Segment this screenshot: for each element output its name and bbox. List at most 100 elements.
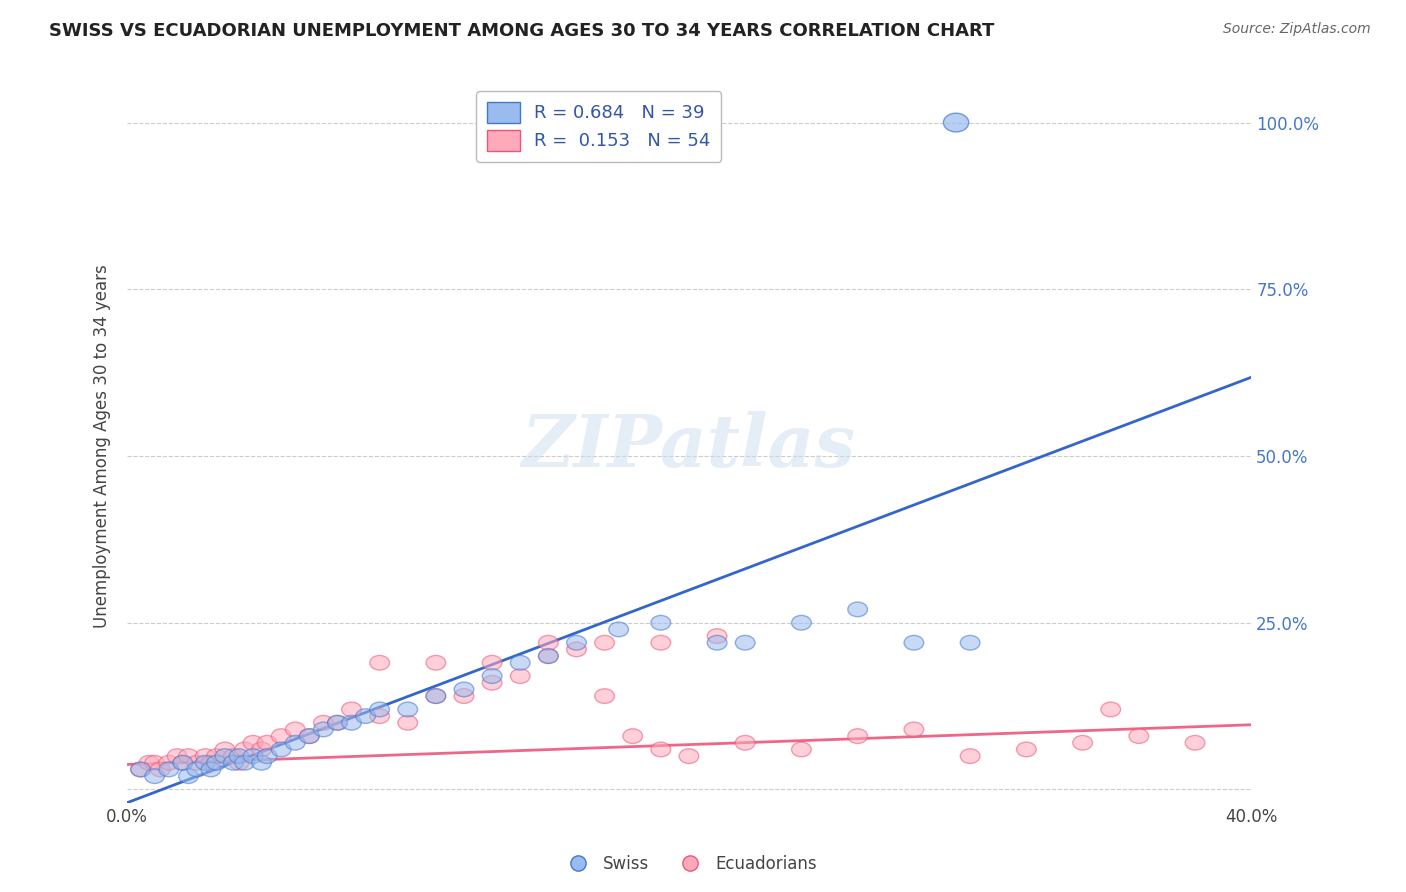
Text: SWISS VS ECUADORIAN UNEMPLOYMENT AMONG AGES 30 TO 34 YEARS CORRELATION CHART: SWISS VS ECUADORIAN UNEMPLOYMENT AMONG A… [49,22,994,40]
Ellipse shape [257,735,277,750]
Ellipse shape [145,756,165,770]
Ellipse shape [679,748,699,764]
Ellipse shape [538,635,558,650]
Ellipse shape [454,682,474,697]
Ellipse shape [370,709,389,723]
Ellipse shape [370,656,389,670]
Ellipse shape [342,715,361,731]
Ellipse shape [224,748,243,764]
Ellipse shape [707,629,727,643]
Ellipse shape [314,723,333,737]
Ellipse shape [195,756,215,770]
Ellipse shape [426,689,446,704]
Ellipse shape [370,702,389,717]
Ellipse shape [538,648,558,664]
Ellipse shape [235,756,254,770]
Ellipse shape [187,762,207,777]
Ellipse shape [179,748,198,764]
Ellipse shape [1017,742,1036,756]
Ellipse shape [356,709,375,723]
Ellipse shape [167,748,187,764]
Ellipse shape [482,669,502,683]
Ellipse shape [150,762,170,777]
Ellipse shape [426,656,446,670]
Ellipse shape [1101,702,1121,717]
Ellipse shape [510,656,530,670]
Ellipse shape [735,735,755,750]
Ellipse shape [848,729,868,743]
Ellipse shape [159,756,179,770]
Ellipse shape [960,748,980,764]
Ellipse shape [792,742,811,756]
Ellipse shape [1185,735,1205,750]
Legend: R = 0.684   N = 39, R =  0.153   N = 54: R = 0.684 N = 39, R = 0.153 N = 54 [477,91,721,161]
Ellipse shape [159,762,179,777]
Ellipse shape [960,635,980,650]
Ellipse shape [195,748,215,764]
Ellipse shape [1073,735,1092,750]
Ellipse shape [398,715,418,731]
Ellipse shape [595,689,614,704]
Ellipse shape [224,756,243,770]
Ellipse shape [1129,729,1149,743]
Ellipse shape [243,748,263,764]
Text: ZIPatlas: ZIPatlas [522,410,856,482]
Ellipse shape [243,735,263,750]
Y-axis label: Unemployment Among Ages 30 to 34 years: Unemployment Among Ages 30 to 34 years [93,264,111,628]
Ellipse shape [567,642,586,657]
Ellipse shape [187,756,207,770]
Ellipse shape [342,702,361,717]
Legend: Swiss, Ecuadorians: Swiss, Ecuadorians [554,848,824,880]
Ellipse shape [623,729,643,743]
Ellipse shape [707,635,727,650]
Ellipse shape [201,756,221,770]
Ellipse shape [538,648,558,664]
Ellipse shape [482,675,502,690]
Ellipse shape [207,748,226,764]
Ellipse shape [173,756,193,770]
Ellipse shape [145,769,165,783]
Ellipse shape [328,715,347,731]
Ellipse shape [131,762,150,777]
Ellipse shape [328,715,347,731]
Ellipse shape [271,742,291,756]
Ellipse shape [235,742,254,756]
Ellipse shape [792,615,811,630]
Ellipse shape [207,756,226,770]
Ellipse shape [943,113,969,132]
Ellipse shape [567,635,586,650]
Ellipse shape [179,769,198,783]
Ellipse shape [904,635,924,650]
Ellipse shape [252,756,271,770]
Ellipse shape [257,748,277,764]
Ellipse shape [229,748,249,764]
Ellipse shape [131,762,150,777]
Ellipse shape [229,756,249,770]
Ellipse shape [482,656,502,670]
Ellipse shape [735,635,755,650]
Ellipse shape [848,602,868,616]
Ellipse shape [651,635,671,650]
Ellipse shape [285,723,305,737]
Ellipse shape [252,742,271,756]
Ellipse shape [904,723,924,737]
Ellipse shape [609,622,628,637]
Ellipse shape [651,742,671,756]
Ellipse shape [299,729,319,743]
Ellipse shape [215,742,235,756]
Text: Source: ZipAtlas.com: Source: ZipAtlas.com [1223,22,1371,37]
Ellipse shape [201,762,221,777]
Ellipse shape [271,729,291,743]
Ellipse shape [651,615,671,630]
Ellipse shape [426,689,446,704]
Ellipse shape [510,669,530,683]
Ellipse shape [215,748,235,764]
Ellipse shape [595,635,614,650]
Ellipse shape [139,756,159,770]
Ellipse shape [299,729,319,743]
Ellipse shape [454,689,474,704]
Ellipse shape [398,702,418,717]
Ellipse shape [314,715,333,731]
Ellipse shape [173,756,193,770]
Ellipse shape [285,735,305,750]
